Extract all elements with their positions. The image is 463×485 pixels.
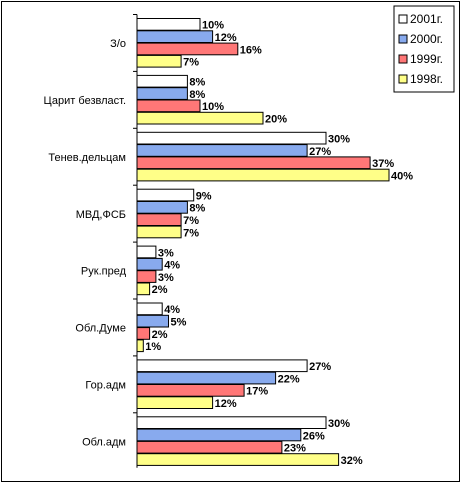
bar (136, 87, 188, 100)
bar (136, 282, 151, 296)
legend-swatch (398, 14, 408, 24)
labels-layer: З/о10%12%16%7%Царит безвласт.8%8%10%20%Т… (44, 20, 414, 467)
data-label: 7% (183, 227, 199, 239)
data-label: 7% (183, 57, 199, 69)
bar (136, 257, 163, 271)
bar (136, 245, 157, 259)
data-label: 4% (164, 260, 180, 272)
data-label: 12% (215, 32, 237, 44)
data-label: 3% (158, 247, 174, 259)
data-label: 8% (189, 203, 205, 215)
data-label: 12% (215, 398, 237, 410)
bar (136, 42, 239, 56)
bar (136, 225, 182, 239)
category-label: Царит безвласт. (44, 95, 126, 107)
category-label: МВД,ФСБ (76, 209, 126, 221)
data-label: 10% (202, 101, 224, 113)
legend-label: 2001г. (410, 12, 443, 26)
legend-swatch (398, 54, 408, 64)
bar (136, 18, 201, 31)
bar (136, 54, 182, 68)
bar (136, 428, 302, 442)
bar (136, 440, 283, 454)
data-label: 37% (372, 158, 394, 170)
data-label: 5% (171, 317, 187, 329)
bar (136, 384, 245, 397)
data-label: 8% (189, 89, 205, 101)
category-label: Тенев.дельцам (48, 152, 126, 164)
bars-layer (133, 14, 390, 468)
bar (136, 396, 214, 409)
category-label: Рук.пред (81, 266, 127, 278)
bar (136, 213, 182, 227)
bar (136, 201, 188, 214)
bar (136, 156, 371, 170)
data-label: 2% (152, 284, 168, 296)
bar (136, 270, 157, 283)
data-label: 8% (189, 77, 205, 89)
bar (136, 188, 195, 202)
data-label: 10% (202, 20, 224, 32)
data-label: 22% (278, 373, 300, 385)
bar (136, 453, 340, 466)
data-label: 30% (328, 134, 350, 146)
bar (136, 74, 188, 88)
data-label: 16% (240, 44, 262, 56)
legend-swatch (398, 74, 408, 84)
bar (136, 131, 327, 145)
data-label: 17% (246, 386, 268, 398)
bar (136, 99, 201, 113)
bar (136, 416, 327, 429)
bar (136, 327, 151, 340)
data-label: 30% (328, 418, 350, 430)
category-label: З/о (110, 38, 126, 50)
bar (136, 111, 264, 125)
data-label: 40% (391, 170, 413, 182)
category-label: Гор.адм (85, 380, 126, 392)
category-label: Обл.Думе (75, 323, 126, 335)
data-label: 27% (309, 361, 331, 373)
data-label: 26% (303, 430, 325, 442)
legend-label: 1998г. (410, 72, 443, 86)
bar (136, 314, 169, 328)
data-label: 20% (265, 114, 287, 126)
data-label: 32% (341, 455, 363, 467)
category-label: Обл.адм (82, 436, 126, 448)
data-label: 27% (309, 146, 331, 158)
bar (136, 339, 144, 353)
legend-label: 1999г. (410, 52, 443, 66)
bar (136, 144, 308, 157)
bar (136, 359, 308, 373)
data-label: 4% (164, 304, 180, 316)
data-label: 1% (145, 341, 161, 353)
data-label: 9% (196, 190, 212, 202)
bar (136, 371, 277, 385)
legend: 2001г. 2000г. 1999г. 1998г. (393, 5, 455, 93)
bar (136, 168, 390, 182)
data-label: 7% (183, 215, 199, 227)
bar (136, 30, 214, 43)
bar (136, 302, 163, 316)
data-label: 23% (284, 443, 306, 455)
data-label: 3% (158, 272, 174, 284)
legend-label: 2000г. (410, 32, 443, 46)
data-label: 2% (152, 329, 168, 341)
legend-swatch (398, 34, 408, 44)
